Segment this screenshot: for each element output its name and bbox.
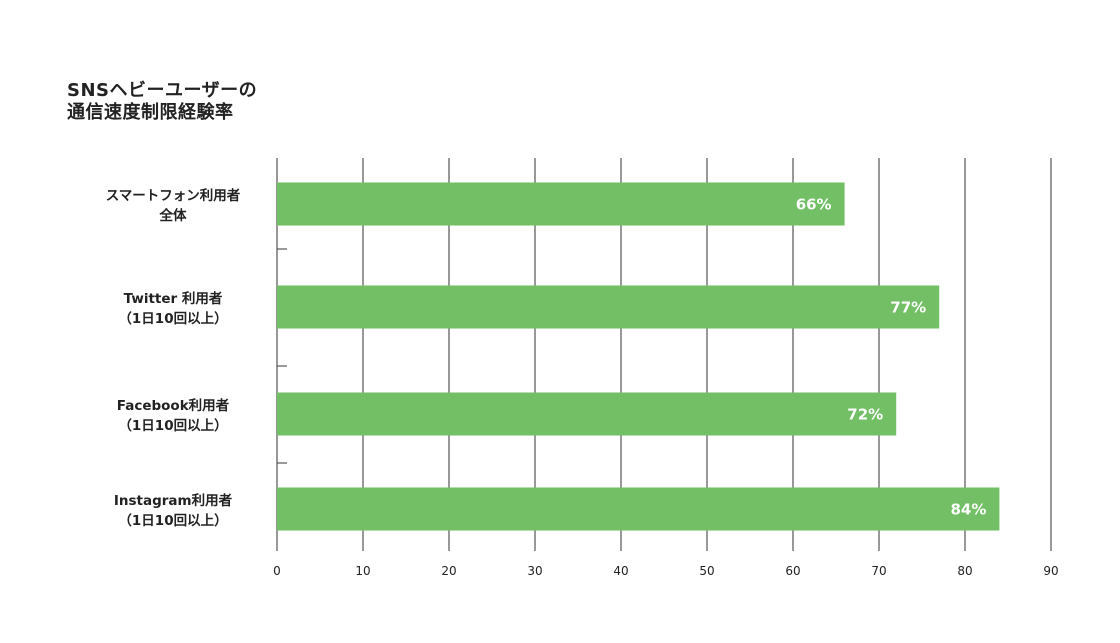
chart-title-line-2: 通信速度制限経験率 — [67, 102, 234, 123]
x-tick-label: 70 — [871, 564, 886, 578]
bar-value-label: 66% — [796, 196, 832, 214]
chart-title: SNSヘビーユーザーの 通信速度制限経験率 — [67, 80, 257, 124]
x-tick-label: 60 — [785, 564, 800, 578]
category-label: 全体 — [159, 207, 187, 224]
bar-value-label: 84% — [950, 501, 986, 519]
x-tick-label: 40 — [613, 564, 628, 578]
bar — [277, 285, 940, 329]
category-label: Twitter 利用者 — [124, 290, 223, 307]
category-label: （1日10回以上） — [118, 418, 227, 434]
category-label: スマートフォン利用者 — [106, 187, 241, 204]
bars: 66% 77% 72% 84% — [277, 182, 1000, 531]
category-label: （1日10回以上） — [118, 311, 227, 327]
category-label: （1日10回以上） — [118, 513, 227, 529]
x-tick-label: 30 — [527, 564, 542, 578]
x-tick-label: 80 — [957, 564, 972, 578]
bar-value-label: 72% — [847, 406, 883, 424]
category-label: Facebook利用者 — [117, 397, 230, 414]
chart-title-line-1: SNSヘビーユーザーの — [67, 80, 258, 101]
x-tick-label: 10 — [355, 564, 370, 578]
x-tick-label: 20 — [441, 564, 456, 578]
bar — [277, 487, 1000, 531]
x-tick-label: 90 — [1043, 564, 1058, 578]
category-label: Instagram利用者 — [114, 492, 233, 509]
bar — [277, 392, 897, 436]
bar-value-label: 77% — [890, 299, 926, 317]
x-tick-label: 0 — [273, 564, 281, 578]
x-tick-label: 50 — [699, 564, 714, 578]
x-axis-ticks: 0 10 20 30 40 50 60 70 80 90 — [273, 564, 1058, 578]
bar — [277, 182, 845, 226]
